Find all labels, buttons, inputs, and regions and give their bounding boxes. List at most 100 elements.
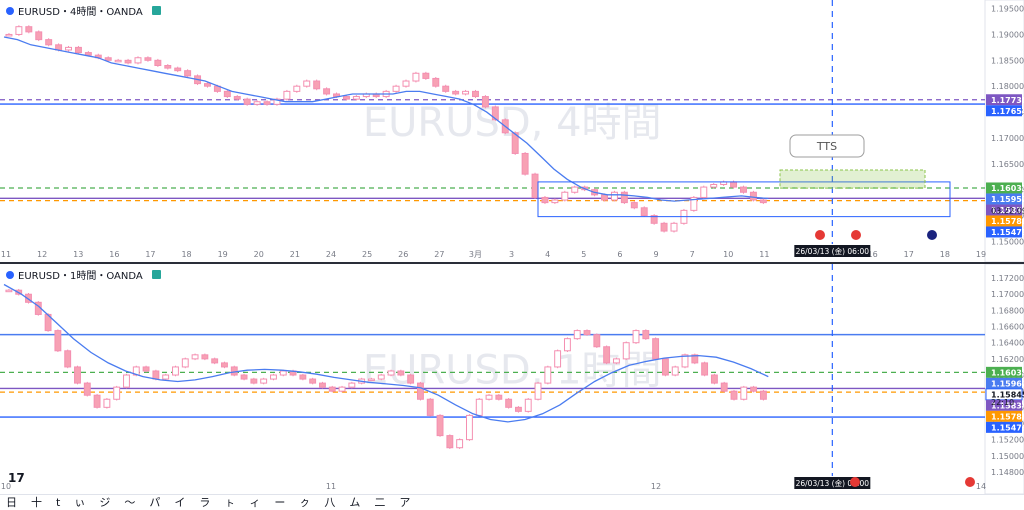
x-tick-label: 13 bbox=[73, 250, 83, 259]
price-label-box bbox=[986, 182, 1022, 194]
toolbar-item[interactable]: イ bbox=[174, 496, 186, 509]
candle-body bbox=[691, 354, 699, 364]
x-tick-label: 10 bbox=[723, 250, 733, 259]
candle-body bbox=[610, 191, 618, 201]
candle-body bbox=[583, 330, 591, 336]
candle-body bbox=[652, 338, 660, 360]
candle-body bbox=[534, 382, 542, 400]
toolbar-item[interactable]: ム bbox=[349, 496, 361, 509]
candle-body bbox=[243, 98, 251, 105]
y-tick-label: 1.16800 bbox=[991, 306, 1024, 315]
price-label-box bbox=[986, 215, 1022, 227]
candle-body bbox=[181, 358, 189, 368]
x-tick-label: 7 bbox=[690, 250, 695, 259]
toolbar-item[interactable]: ぃ bbox=[74, 496, 86, 509]
x-tick-label: 24 bbox=[326, 250, 336, 259]
candle-body bbox=[191, 354, 199, 360]
toolbar-item[interactable]: 〜 bbox=[124, 496, 136, 509]
chart-4h-svg[interactable]: EURUSD, 4時間1.195001.190001.185001.180001… bbox=[0, 0, 1024, 263]
y-tick-label: 1.15000 bbox=[991, 452, 1024, 461]
event-icon bbox=[927, 230, 937, 240]
toolbar-item[interactable]: 十 bbox=[31, 496, 42, 509]
price-label-box bbox=[986, 226, 1022, 238]
x-tick-label: 18 bbox=[181, 250, 191, 259]
candle-body bbox=[338, 386, 346, 392]
candle-body bbox=[152, 370, 160, 380]
candle-body bbox=[397, 370, 405, 376]
watermark: EURUSD, 1時間 bbox=[363, 348, 662, 394]
x-tick-label: 16 bbox=[109, 250, 119, 259]
candle-body bbox=[123, 374, 130, 388]
candle-body bbox=[505, 398, 513, 408]
toolbar-item[interactable]: ア bbox=[399, 496, 411, 509]
candle-body bbox=[524, 398, 532, 412]
candle-body bbox=[211, 358, 219, 364]
toolbar-item[interactable]: パ bbox=[149, 496, 161, 509]
candle-body bbox=[114, 59, 122, 63]
candle-body bbox=[154, 59, 162, 67]
x-tick-label: 21 bbox=[290, 250, 300, 259]
candle-body bbox=[84, 52, 92, 56]
candle-body bbox=[630, 202, 638, 209]
flag-event-icon bbox=[850, 477, 860, 487]
x-tick-label: 4 bbox=[545, 250, 550, 259]
y-tick-label: 1.16500 bbox=[991, 160, 1024, 169]
candle-body bbox=[544, 366, 552, 384]
price-label: 1.15845 bbox=[991, 390, 1024, 399]
x-tick-label: 9 bbox=[653, 250, 658, 259]
chart-pane-1h[interactable]: EURUSD, 1時間 1.17200 1.17000 1.16800 1.16600 1… bbox=[0, 263, 1024, 495]
candle-body bbox=[113, 386, 121, 400]
y-tick-label: 1.16400 bbox=[991, 339, 1024, 348]
price-label: 1.17654 bbox=[991, 107, 1024, 116]
candle-body bbox=[142, 366, 150, 372]
candle-body bbox=[103, 398, 111, 408]
toolbar-item[interactable]: ィ bbox=[249, 496, 261, 509]
chart-pane-4h[interactable]: EURUSD, 4時間 1.19500 1.19000 1.18500 1.18000 1… bbox=[0, 0, 1024, 263]
candle-body bbox=[573, 330, 581, 340]
symbol-icon bbox=[6, 271, 14, 279]
candle-body bbox=[593, 334, 601, 348]
candle-body bbox=[201, 354, 209, 360]
candle-body bbox=[671, 366, 679, 376]
y-tick-label: 1.15000 bbox=[991, 237, 1024, 246]
x-tick-label: 3月 bbox=[469, 250, 482, 259]
toolbar-item[interactable]: ジ bbox=[99, 496, 111, 509]
candle-body bbox=[601, 194, 608, 201]
candle-body bbox=[35, 31, 43, 41]
toolbar-item[interactable]: 日 bbox=[6, 496, 17, 509]
candle-body bbox=[730, 390, 738, 400]
candle-body bbox=[481, 96, 489, 108]
flag-event-icon bbox=[851, 230, 861, 240]
toolbar-item[interactable]: 八 bbox=[324, 496, 336, 509]
price-label-box bbox=[986, 377, 1022, 389]
flag-icon bbox=[152, 270, 161, 279]
candle-body bbox=[313, 80, 321, 90]
candle-body bbox=[273, 98, 281, 105]
chart-1h-svg[interactable]: EURUSD, 1時間 1.17200 1.17000 1.16800 1.16600 1… bbox=[0, 263, 1024, 495]
candle-body bbox=[5, 289, 13, 293]
callout-bubble bbox=[789, 134, 865, 158]
x-tick-label: 5 bbox=[581, 250, 586, 259]
symbol-title: EURUSD・1時間・OANDA bbox=[18, 270, 143, 282]
candle-body bbox=[65, 46, 72, 51]
candle-body bbox=[422, 72, 430, 79]
candle-body bbox=[541, 196, 549, 204]
toolbar-item[interactable]: 二 bbox=[374, 496, 386, 509]
candle-body bbox=[293, 85, 301, 92]
range-box bbox=[537, 181, 951, 218]
flag-icon bbox=[152, 6, 161, 15]
candle-body bbox=[521, 152, 529, 175]
toolbar-item[interactable]: ㇳ bbox=[224, 496, 236, 509]
candle-body bbox=[436, 414, 444, 437]
candle-body bbox=[184, 70, 192, 77]
toolbar-item[interactable]: t bbox=[56, 496, 61, 509]
candle-body bbox=[83, 382, 91, 396]
toolbar-item[interactable]: ー bbox=[274, 496, 286, 509]
toolbar-item[interactable]: ラ bbox=[199, 496, 211, 509]
candle-body bbox=[15, 26, 23, 35]
candle-body bbox=[491, 106, 499, 121]
pane-separator[interactable] bbox=[0, 262, 1024, 264]
candle-body bbox=[750, 386, 758, 392]
toolbar-item[interactable]: ㇰ bbox=[299, 496, 311, 509]
candle-body bbox=[162, 374, 170, 380]
